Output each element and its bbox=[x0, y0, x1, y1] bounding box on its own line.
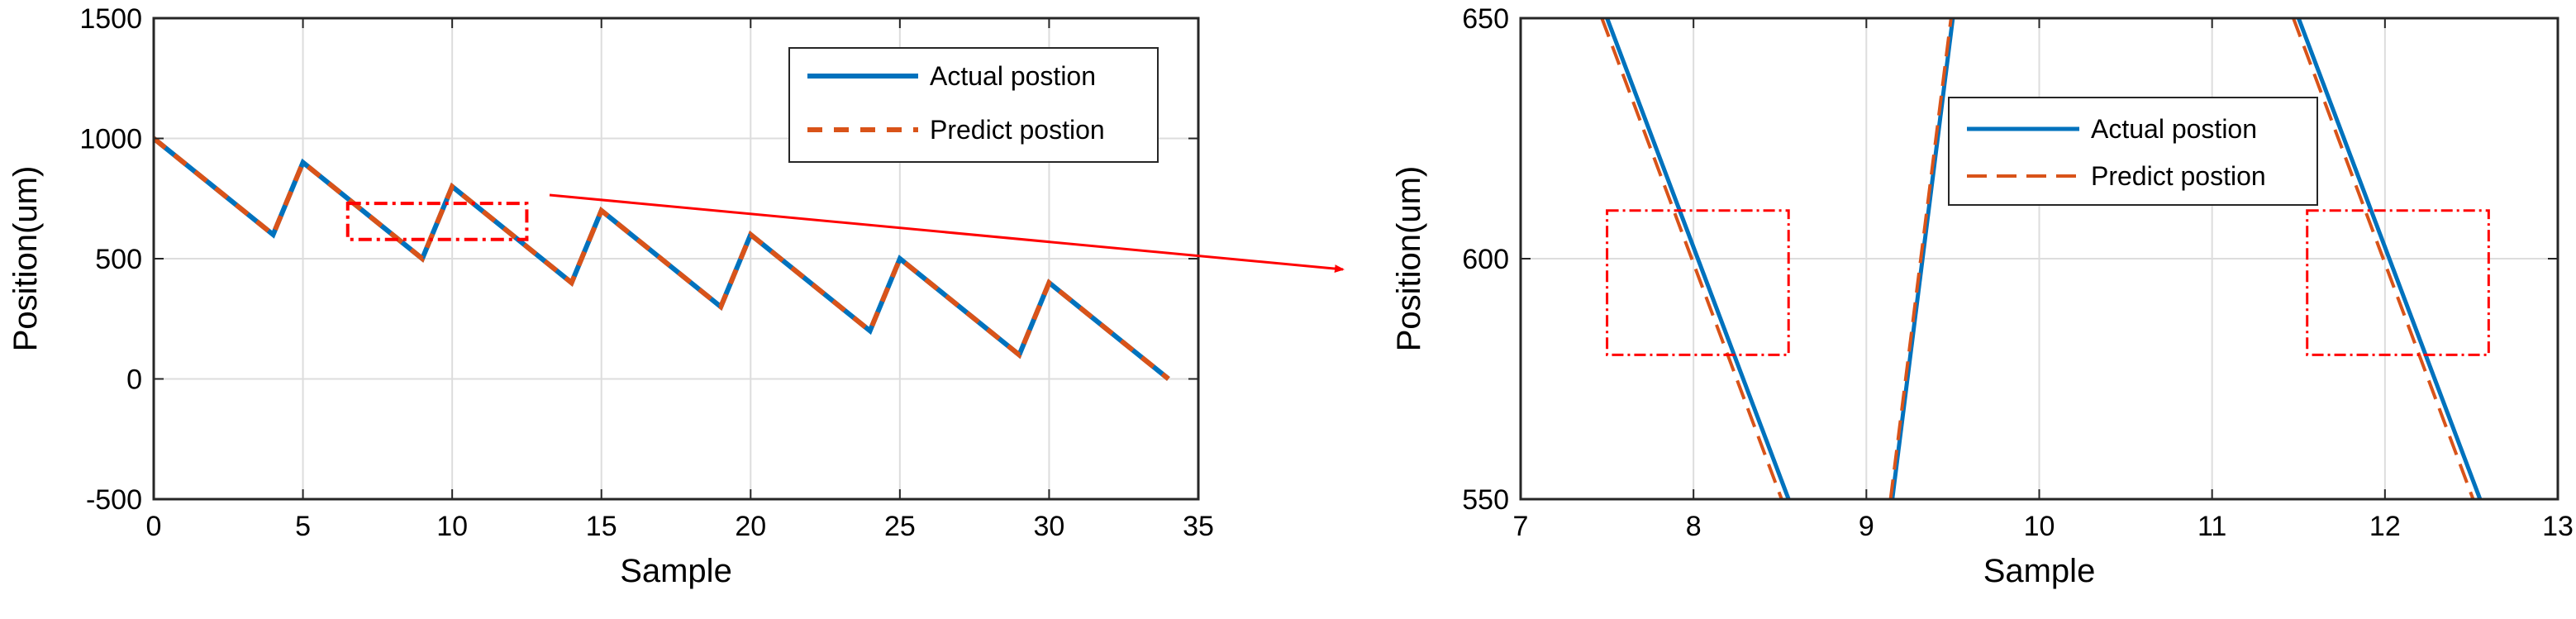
legend-label-predict: Predict postion bbox=[930, 115, 1105, 145]
y-tick-label: 0 bbox=[126, 364, 142, 396]
x-tick-label: 12 bbox=[2369, 511, 2401, 542]
x-tick-label: 35 bbox=[1183, 511, 1214, 542]
x-tick-label: 7 bbox=[1513, 511, 1529, 542]
highlight-box bbox=[1606, 209, 1790, 356]
x-tick-label: 9 bbox=[1859, 511, 1874, 542]
series-actual-line bbox=[2296, 18, 2483, 499]
highlight-box bbox=[2306, 209, 2490, 356]
series-actual-line bbox=[1605, 18, 1791, 499]
y-tick-label: 550 bbox=[1462, 484, 1509, 516]
x-tick-label: 10 bbox=[2024, 511, 2055, 542]
series-predict-line bbox=[2292, 18, 2475, 499]
highlight-box bbox=[345, 202, 529, 241]
data-layer bbox=[1600, 18, 2483, 499]
x-tick-label: 13 bbox=[2542, 511, 2574, 542]
x-tick-label: 8 bbox=[1686, 511, 1702, 542]
y-tick-label: 1000 bbox=[79, 124, 142, 155]
left-chart: 0 5 10 15 20 25 30 35-500050010001500SamplePosi… bbox=[7, 3, 1214, 589]
x-tick-label: 30 bbox=[1034, 511, 1065, 542]
x-axis-label: Sample bbox=[620, 553, 732, 589]
series-predict-line bbox=[1888, 18, 1953, 499]
x-tick-label: 25 bbox=[884, 511, 916, 542]
y-tick-label: 500 bbox=[95, 244, 142, 275]
y-tick-label: 600 bbox=[1462, 244, 1509, 275]
x-tick-label: 5 bbox=[295, 511, 311, 542]
y-tick-label: -500 bbox=[86, 484, 142, 516]
legend-box bbox=[1948, 97, 2318, 206]
y-axis-label: Position(um) bbox=[7, 166, 44, 352]
y-tick-label: 650 bbox=[1462, 3, 1509, 35]
zoom-arrow bbox=[549, 193, 1345, 274]
x-axis-label: Sample bbox=[1983, 553, 2096, 589]
legend-box bbox=[788, 47, 1159, 163]
legend-label-actual: Actual postion bbox=[930, 61, 1096, 91]
series-predict-line bbox=[1600, 18, 1783, 499]
series-actual-line bbox=[1890, 18, 1955, 499]
y-axis-label: Position(um) bbox=[1391, 166, 1427, 352]
legend-label-predict: Predict postion bbox=[2091, 161, 2266, 191]
x-tick-label: 20 bbox=[735, 511, 766, 542]
series-predict-line bbox=[154, 136, 1170, 381]
y-tick-label: 1500 bbox=[79, 3, 142, 35]
x-tick-label: 11 bbox=[2197, 511, 2226, 542]
x-tick-label: 10 bbox=[436, 511, 468, 542]
data-layer bbox=[154, 136, 1170, 381]
right-chart: 7 8 9 10 11 12 13 550 600 650 Sample Position(um) Ac… bbox=[1391, 3, 2574, 589]
legend-label-actual: Actual postion bbox=[2091, 114, 2257, 144]
x-tick-label: 0 bbox=[146, 511, 162, 542]
x-tick-label: 15 bbox=[586, 511, 617, 542]
